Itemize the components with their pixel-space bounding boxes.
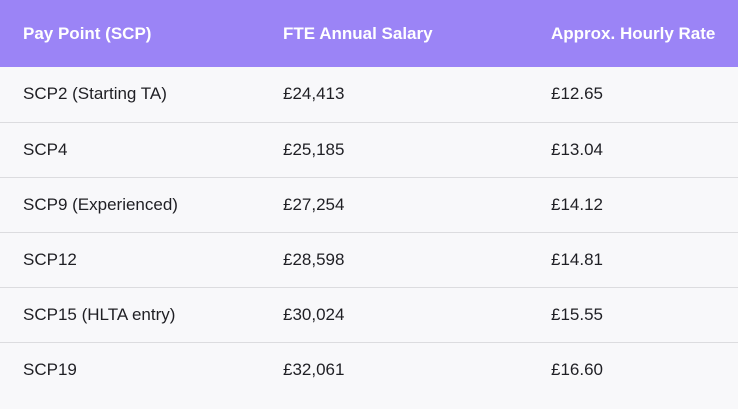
- table-header-row: Pay Point (SCP) FTE Annual Salary Approx…: [0, 0, 738, 67]
- column-header-hourly-rate: Approx. Hourly Rate: [551, 23, 716, 43]
- table-row: SCP4 £25,185 £13.04: [0, 122, 738, 177]
- cell-hourly-rate: £14.81: [551, 249, 603, 269]
- cell-annual-salary: £27,254: [283, 194, 345, 214]
- table-row: SCP19 £32,061 £16.60: [0, 342, 738, 397]
- table-body: SCP2 (Starting TA) £24,413 £12.65 SCP4 £…: [0, 67, 738, 397]
- cell-annual-salary: £32,061: [283, 359, 345, 379]
- cell-annual-salary: £28,598: [283, 249, 345, 269]
- pay-scale-table: Pay Point (SCP) FTE Annual Salary Approx…: [0, 0, 738, 397]
- table-header: Pay Point (SCP) FTE Annual Salary Approx…: [0, 0, 738, 67]
- cell-hourly-rate: £15.55: [551, 304, 603, 324]
- cell-hourly-rate: £12.65: [551, 84, 603, 104]
- column-header-pay-point: Pay Point (SCP): [23, 23, 152, 43]
- cell-annual-salary: £24,413: [283, 84, 345, 104]
- table-row: SCP2 (Starting TA) £24,413 £12.65: [0, 67, 738, 122]
- cell-pay-point: SCP15 (HLTA entry): [23, 304, 176, 324]
- cell-pay-point: SCP12: [23, 249, 77, 269]
- cell-pay-point: SCP19: [23, 359, 77, 379]
- cell-pay-point: SCP2 (Starting TA): [23, 84, 167, 104]
- cell-annual-salary: £30,024: [283, 304, 345, 324]
- cell-hourly-rate: £16.60: [551, 359, 603, 379]
- cell-pay-point: SCP4: [23, 139, 68, 159]
- table-row: SCP9 (Experienced) £27,254 £14.12: [0, 177, 738, 232]
- table-row: SCP12 £28,598 £14.81: [0, 232, 738, 287]
- cell-hourly-rate: £14.12: [551, 194, 603, 214]
- cell-pay-point: SCP9 (Experienced): [23, 194, 178, 214]
- cell-hourly-rate: £13.04: [551, 139, 603, 159]
- table-row: SCP15 (HLTA entry) £30,024 £15.55: [0, 287, 738, 342]
- column-header-annual-salary: FTE Annual Salary: [283, 23, 433, 43]
- cell-annual-salary: £25,185: [283, 139, 345, 159]
